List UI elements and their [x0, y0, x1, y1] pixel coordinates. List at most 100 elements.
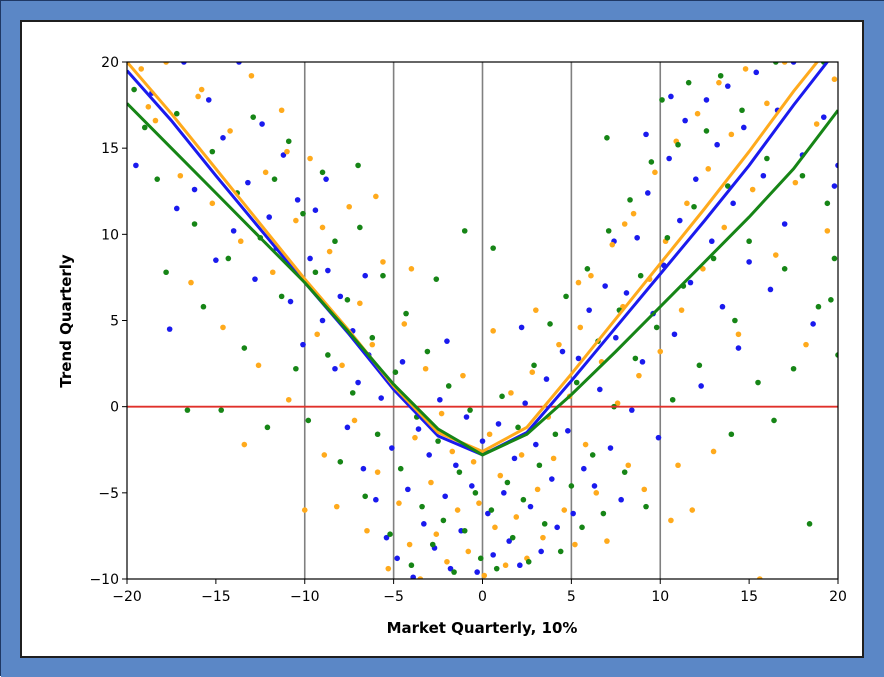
data-point [728, 431, 735, 438]
data-point [605, 228, 612, 234]
data-point [447, 565, 454, 572]
data-point [513, 514, 520, 520]
data-point [586, 307, 592, 313]
data-point [346, 203, 352, 210]
data-point [369, 341, 376, 348]
y-tick-label: −5 [98, 486, 119, 502]
data-point [351, 417, 358, 424]
data-point [394, 555, 400, 562]
data-point [607, 445, 614, 451]
data-point [584, 266, 591, 272]
data-point [515, 424, 521, 431]
data-point [541, 521, 548, 527]
data-point [163, 62, 169, 65]
data-point [184, 407, 191, 413]
x-tick-label: 5 [567, 589, 576, 605]
data-point [285, 396, 292, 403]
data-point [643, 131, 649, 138]
data-point [426, 452, 432, 458]
data-point [449, 448, 456, 455]
data-point [671, 331, 678, 338]
data-point [227, 128, 233, 134]
data-point [387, 531, 393, 537]
x-tick-label: −10 [290, 589, 320, 605]
data-point [406, 541, 413, 548]
data-point [792, 179, 799, 186]
data-point [332, 365, 338, 372]
data-point [173, 205, 180, 212]
data-point [547, 321, 553, 327]
data-point [454, 507, 461, 513]
data-point [188, 279, 194, 286]
data-point [655, 434, 662, 441]
data-point [360, 465, 367, 472]
data-point [714, 141, 720, 148]
data-point [689, 507, 696, 513]
data-point [319, 224, 326, 231]
y-tick-label: 15 [101, 141, 119, 157]
data-point [218, 407, 225, 413]
data-point [511, 455, 518, 462]
data-point [152, 117, 159, 124]
data-point [637, 272, 644, 279]
data-point [469, 483, 475, 489]
data-point [374, 431, 381, 438]
data-point [355, 379, 361, 386]
data-point [191, 186, 198, 193]
data-point [760, 172, 767, 179]
data-point [648, 159, 655, 165]
data-point [593, 490, 600, 496]
data-point [621, 221, 628, 227]
data-point [806, 521, 813, 527]
data-point [549, 476, 555, 482]
data-point [570, 510, 576, 517]
fit-curve-2 [127, 102, 838, 457]
data-point [815, 303, 822, 310]
data-point [435, 438, 441, 444]
data-point [746, 238, 752, 245]
x-tick-label: 10 [651, 589, 669, 605]
data-point [300, 341, 306, 348]
data-point [323, 176, 329, 182]
data-point [687, 279, 694, 286]
data-point [600, 510, 607, 517]
data-point [344, 297, 351, 303]
data-point [534, 486, 541, 493]
data-point [575, 279, 582, 286]
data-point [319, 317, 326, 324]
data-point [422, 365, 429, 372]
data-point [479, 438, 486, 444]
data-point [307, 155, 313, 162]
data-point [138, 66, 145, 72]
data-point [499, 393, 505, 400]
data-point [453, 462, 459, 469]
data-point [828, 297, 834, 303]
data-point [307, 255, 313, 262]
data-point [790, 62, 797, 65]
data-point [630, 210, 637, 217]
data-point [429, 541, 436, 548]
data-point [445, 383, 452, 389]
data-point [589, 452, 596, 458]
data-point [694, 110, 701, 117]
plot-area: −20 −15 −10 −5 0 5 10 15 20 −10 −5 0 5 10 15 20 [89, 55, 846, 605]
data-point [732, 317, 738, 324]
data-point [397, 465, 404, 472]
data-point [476, 500, 482, 506]
data-point [287, 298, 294, 305]
data-point [230, 228, 237, 234]
data-point [565, 427, 571, 434]
data-point [781, 221, 788, 227]
data-point [556, 341, 562, 348]
data-point [444, 558, 450, 565]
data-point [520, 496, 527, 503]
data-point [245, 179, 251, 186]
data-point [442, 493, 448, 500]
data-point [531, 362, 537, 369]
data-point [632, 355, 639, 362]
data-point [820, 114, 827, 120]
data-point [742, 66, 749, 72]
data-point [369, 334, 376, 341]
